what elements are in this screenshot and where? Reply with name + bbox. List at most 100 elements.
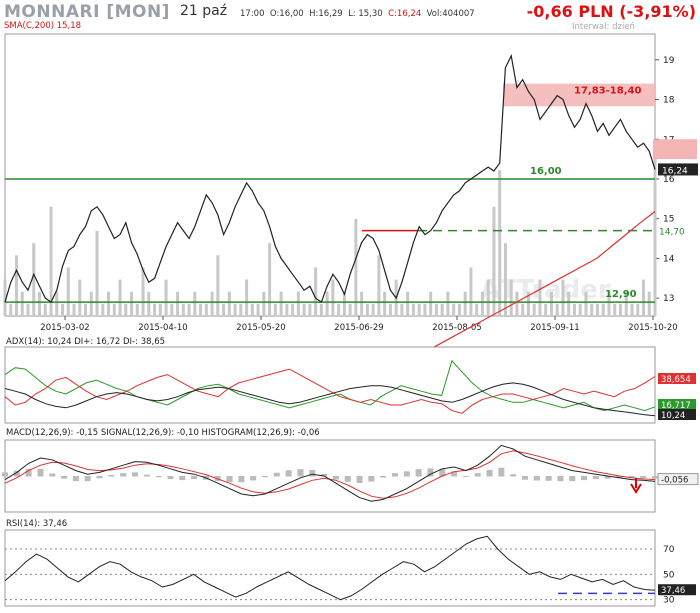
- volume-bar: [176, 291, 180, 316]
- volume-bar: [216, 255, 220, 316]
- macd-histogram-bar: [49, 473, 56, 477]
- ticker-label: MONNARI [MON]: [4, 2, 170, 22]
- macd-line: [4, 444, 656, 502]
- di-minus-line: [4, 368, 656, 414]
- price-y-tick-label-0: 13: [663, 294, 674, 304]
- volume-bar: [308, 303, 312, 316]
- ohlc-readout: 17:00 O:16,00 H:16,29 L: 15,30 C:16,24 V…: [240, 9, 475, 19]
- volume-bar: [429, 291, 433, 316]
- volume-bar: [331, 279, 335, 316]
- price-y-tick-label-2: 15: [663, 215, 674, 225]
- interval-label: Interwał: dzień: [572, 22, 635, 32]
- volume-bar: [239, 303, 243, 316]
- volume-bar: [503, 243, 507, 316]
- macd-legend: MACD(12,26,9): -0,15 SIGNAL(12,26,9): -0…: [6, 428, 320, 438]
- resistance-zone-0: [503, 83, 655, 107]
- macd-histogram-bar: [226, 476, 233, 482]
- volume-bar: [377, 255, 381, 316]
- macd-histogram-bar: [557, 476, 564, 482]
- volume-bar: [400, 303, 404, 316]
- x-tick-label-4: 2015-08-05: [432, 323, 481, 333]
- volume-bar: [84, 303, 88, 316]
- volume-bar: [55, 291, 59, 316]
- volume-bar: [291, 303, 295, 316]
- high-value: H:16,29: [309, 9, 343, 19]
- volume-bar: [279, 291, 283, 316]
- volume-bar: [595, 303, 599, 316]
- macd-histogram-bar: [61, 476, 68, 479]
- volume-bar: [653, 146, 657, 316]
- volume-bar: [532, 303, 536, 316]
- volume-bar: [371, 303, 375, 316]
- volume-bar: [475, 303, 479, 316]
- volume-bar: [411, 303, 415, 316]
- volume-bar: [130, 291, 134, 316]
- volume-bar: [325, 291, 329, 316]
- rsi-panel-frame: [4, 529, 656, 607]
- support-label-1290: 12,90: [605, 289, 637, 300]
- volume-bar: [572, 303, 576, 316]
- volume-bar: [544, 303, 548, 316]
- volume-bar: [187, 303, 191, 316]
- volume-bar: [26, 303, 30, 316]
- rsi-y-tick-label-1: 50: [663, 570, 675, 580]
- volume-bar: [486, 279, 490, 316]
- volume-bar: [636, 303, 640, 316]
- volume-bar: [66, 267, 70, 316]
- macd-histogram-bar: [427, 468, 434, 477]
- macd-histogram-bar: [309, 469, 316, 477]
- volume-bar: [360, 291, 364, 316]
- x-tick-label-1: 2015-04-10: [138, 323, 187, 333]
- macd-histogram-bar: [403, 471, 410, 477]
- macd-histogram-bar: [510, 474, 517, 477]
- volume-bar: [153, 303, 157, 316]
- volume-bar: [61, 303, 65, 316]
- volume-bar: [95, 231, 99, 316]
- volume-bar: [15, 255, 19, 316]
- volume-bar: [423, 303, 427, 316]
- macd-histogram-bar: [72, 476, 79, 482]
- macd-histogram-bar: [415, 469, 422, 477]
- macd-histogram-bar: [368, 476, 375, 482]
- macd-histogram-bar: [451, 471, 458, 477]
- macd-histogram-bar: [439, 468, 446, 477]
- volume-bar: [227, 291, 231, 316]
- volume-bar: [446, 291, 450, 316]
- volume-bar: [118, 279, 122, 316]
- volume-bar: [32, 243, 36, 316]
- volume-bar: [268, 243, 272, 316]
- volume-bar: [567, 291, 571, 316]
- macd-histogram-bar: [569, 476, 576, 482]
- macd-histogram-bar: [604, 476, 611, 479]
- macd-title: MACD(12,26,9): -0,15 SIGNAL(12,26,9): -0…: [6, 428, 320, 438]
- macd-histogram-bar: [616, 476, 623, 479]
- x-tick-label-5: 2015-09-11: [530, 323, 579, 333]
- macd-histogram-bar: [486, 469, 493, 477]
- volume-bar: [20, 291, 24, 316]
- volume-bar: [124, 303, 128, 316]
- volume-bar: [641, 279, 645, 316]
- volume-bar: [158, 303, 162, 316]
- x-tick-label-0: 2015-03-02: [40, 323, 89, 333]
- price-change: -0,66 PLN (-3,91%): [526, 2, 696, 21]
- volume-bar: [509, 279, 513, 316]
- macd-histogram-bar: [250, 476, 257, 481]
- volume-bar: [354, 218, 358, 316]
- volume-bar: [584, 291, 588, 316]
- macd-histogram-bar: [191, 476, 198, 480]
- price-panel-frame: [4, 33, 656, 317]
- volume-bar: [135, 303, 139, 316]
- price-y-tick-label-6: 19: [663, 56, 675, 66]
- macd-arrow-marker: [630, 478, 642, 494]
- volume-bar: [647, 291, 651, 316]
- macd-histogram-bar: [522, 476, 528, 480]
- macd-histogram-bar: [120, 473, 127, 477]
- x-tick-label-3: 2015-06-29: [334, 323, 383, 333]
- macd-histogram-bar: [380, 476, 387, 478]
- price-y-tick-label-3: 16: [663, 175, 675, 185]
- volume-bar: [549, 291, 553, 316]
- volume-bar: [285, 303, 289, 316]
- volume-bar: [233, 303, 237, 316]
- volume-bar: [107, 291, 111, 316]
